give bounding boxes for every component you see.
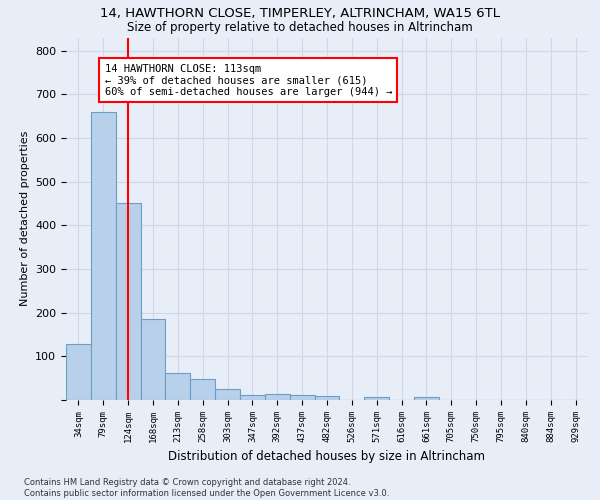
Bar [66, 344, 91, 400]
Text: Contains HM Land Registry data © Crown copyright and database right 2024.
Contai: Contains HM Land Registry data © Crown c… [24, 478, 389, 498]
Text: Size of property relative to detached houses in Altrincham: Size of property relative to detached ho… [127, 21, 473, 34]
Bar [116, 202, 140, 400]
Bar [240, 395, 265, 400]
Y-axis label: Number of detached properties: Number of detached properties [20, 131, 29, 306]
Text: 14 HAWTHORN CLOSE: 113sqm
← 39% of detached houses are smaller (615)
60% of semi: 14 HAWTHORN CLOSE: 113sqm ← 39% of detac… [104, 64, 392, 97]
Bar [414, 396, 439, 400]
Text: 14, HAWTHORN CLOSE, TIMPERLEY, ALTRINCHAM, WA15 6TL: 14, HAWTHORN CLOSE, TIMPERLEY, ALTRINCHA… [100, 8, 500, 20]
Bar [215, 389, 240, 400]
Bar [364, 397, 389, 400]
X-axis label: Distribution of detached houses by size in Altrincham: Distribution of detached houses by size … [169, 450, 485, 464]
Bar [140, 319, 166, 400]
Bar [290, 395, 314, 400]
Bar [166, 373, 190, 400]
Bar [314, 396, 340, 400]
Bar [265, 394, 290, 400]
Bar [190, 380, 215, 400]
Bar [91, 112, 116, 400]
